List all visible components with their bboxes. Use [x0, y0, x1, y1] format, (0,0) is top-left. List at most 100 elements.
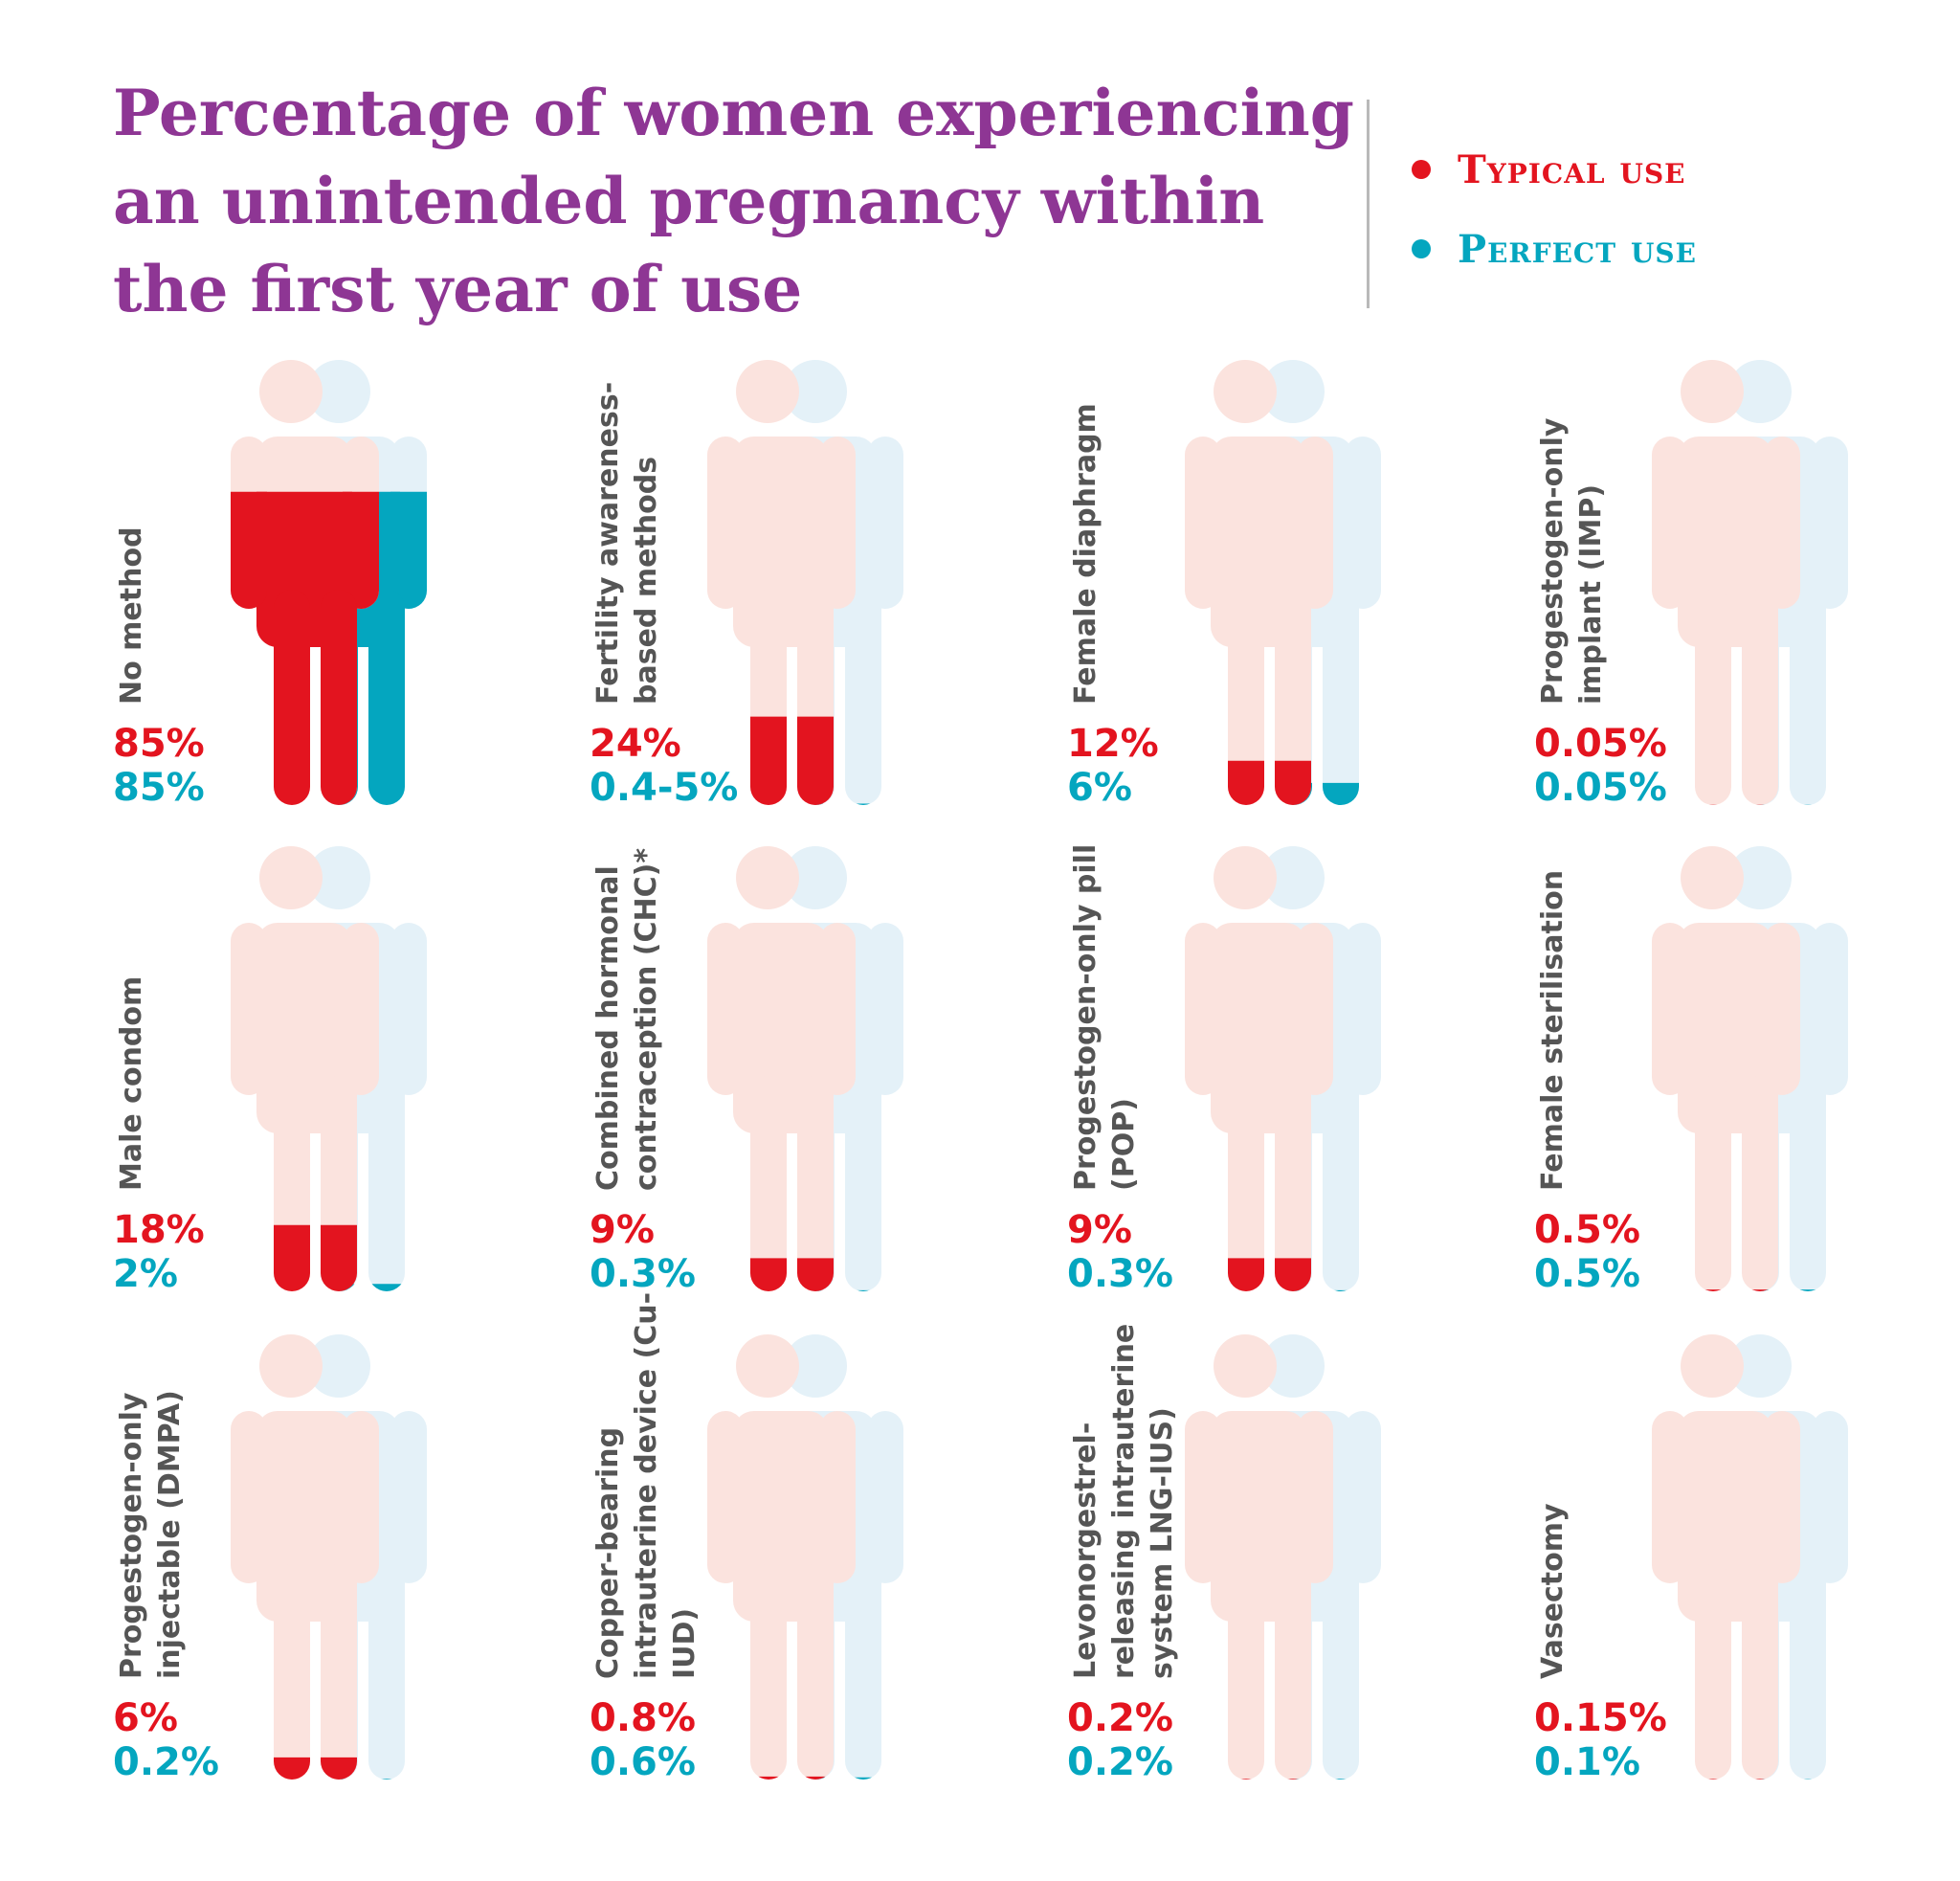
typical-fill-left-leg: [750, 716, 787, 805]
method-label-line: based methods: [630, 456, 663, 705]
perfect-figure-head: [784, 360, 847, 423]
typical-fill-left-leg: [1228, 760, 1264, 805]
perfect-use-value: 85%: [113, 766, 205, 810]
method-label-line: Progestogen-only pill: [1069, 843, 1102, 1191]
perfect-figure-right-leg: [368, 1564, 405, 1780]
typical-figure-right-leg: [1742, 1076, 1778, 1291]
perfect-fill-right-leg: [1323, 782, 1359, 805]
method-label-line: No method: [115, 526, 148, 705]
method-label-line: Fertility awareness-: [591, 381, 625, 705]
typical-use-value: 24%: [590, 722, 681, 766]
typical-fill-left-leg: [1240, 1779, 1252, 1780]
perfect-figure-right-arm: [867, 923, 903, 1095]
figure-pair: [231, 360, 427, 805]
perfect-figure-head: [1728, 360, 1792, 423]
perfect-figure-right-arm: [1812, 1411, 1848, 1583]
typical-figure-left-arm: [707, 1411, 744, 1583]
perfect-use-value: 0.4-5%: [590, 766, 739, 810]
typical-figure-right-arm: [1297, 923, 1333, 1095]
typical-fill-right-leg: [1755, 1779, 1765, 1780]
method-label-line: Copper-bearing: [591, 1426, 625, 1679]
typical-use-value: 6%: [113, 1696, 178, 1740]
typical-use-value: 0.15%: [1534, 1696, 1667, 1740]
legend-dot-perfect: [1412, 239, 1431, 258]
method-label: Fertility awareness-based methods: [590, 382, 666, 705]
typical-fill-left-leg: [274, 590, 310, 805]
typical-use-fill: [274, 1224, 357, 1291]
title-line: an unintended pregnancy within: [113, 164, 1265, 238]
typical-figure-left-leg: [1695, 1564, 1731, 1780]
typical-use-fill: [1240, 1779, 1299, 1780]
perfect-figure-right-arm: [1812, 923, 1848, 1095]
typical-use-figure: [707, 1334, 856, 1780]
perfect-fill-right-leg: [854, 1777, 873, 1780]
typical-fill-right-leg: [1287, 1779, 1299, 1780]
figure-pair: [707, 1334, 903, 1780]
typical-figure-right-leg: [1742, 590, 1778, 805]
typical-figure-head: [1681, 360, 1744, 423]
perfect-figure-right-arm: [390, 923, 427, 1095]
typical-use-fill: [274, 1757, 357, 1780]
perfect-figure-head: [1728, 1334, 1792, 1398]
legend-dot-typical: [1412, 160, 1431, 179]
method-label-line: Progestogen-only: [1536, 417, 1570, 705]
typical-figure-head: [736, 846, 799, 909]
typical-figure-right-arm: [1297, 1411, 1333, 1583]
typical-figure-head: [736, 1334, 799, 1398]
legend-label-typical: Typical use: [1458, 146, 1686, 192]
typical-figure-right-leg: [1275, 1076, 1311, 1291]
typical-figure-right-arm: [1297, 437, 1333, 609]
typical-use-fill: [231, 491, 379, 805]
typical-figure-right-leg: [797, 1564, 834, 1780]
perfect-figure-right-arm: [1345, 437, 1381, 609]
typical-figure-head: [259, 360, 323, 423]
perfect-figure-head: [307, 1334, 370, 1398]
figure-pair: [1652, 1334, 1848, 1780]
typical-use-figure: [1185, 360, 1333, 805]
perfect-figure-right-leg: [1323, 590, 1359, 805]
typical-figure-left-arm: [1185, 437, 1221, 609]
perfect-use-value: 0.5%: [1534, 1252, 1640, 1296]
method-label-line: intrauterine device (Cu-: [630, 1291, 663, 1679]
title-line: Percentage of women experiencing: [113, 76, 1354, 150]
perfect-figure-right-leg: [1790, 1076, 1826, 1291]
typical-figure-right-leg: [1275, 590, 1311, 805]
typical-fill-right-leg: [1275, 760, 1311, 805]
typical-fill-left-leg: [1708, 1779, 1718, 1780]
typical-use-value: 9%: [590, 1208, 655, 1252]
typical-use-fill: [750, 1258, 834, 1291]
perfect-figure-right-leg: [845, 1076, 881, 1291]
perfect-figure-head: [1261, 1334, 1325, 1398]
perfect-use-value: 0.2%: [113, 1740, 219, 1784]
perfect-use-value: 0.1%: [1534, 1740, 1640, 1784]
perfect-figure-right-arm: [867, 437, 903, 609]
typical-use-fill: [758, 1776, 826, 1780]
typical-fill-right-leg: [797, 716, 834, 805]
typical-use-fill: [750, 716, 834, 805]
perfect-fill-right-leg: [368, 590, 405, 805]
typical-fill-right-leg: [797, 1258, 834, 1291]
perfect-use-value: 0.3%: [1067, 1252, 1173, 1296]
typical-figure-left-leg: [1695, 590, 1731, 805]
typical-figure-left-arm: [1185, 1411, 1221, 1583]
typical-fill-left-arm: [231, 491, 267, 609]
method-label-line: Male condom: [115, 975, 148, 1191]
typical-fill-right-leg: [321, 1757, 357, 1780]
typical-figure-left-arm: [1652, 1411, 1688, 1583]
typical-fill-left-leg: [1704, 1289, 1722, 1291]
perfect-figure-head: [784, 846, 847, 909]
typical-figure-head: [1214, 1334, 1277, 1398]
legend-divider: [1367, 100, 1370, 308]
method-label: Vasectomy: [1534, 1503, 1572, 1679]
typical-figure-left-arm: [1652, 437, 1688, 609]
typical-figure-right-leg: [797, 1076, 834, 1291]
method-label-line: Levonorgestrel-: [1069, 1422, 1102, 1679]
typical-use-fill: [1710, 804, 1763, 805]
typical-figure-right-arm: [819, 437, 856, 609]
typical-use-figure: [1652, 846, 1800, 1291]
method-label-line: (POP): [1107, 1098, 1141, 1191]
typical-figure-left-arm: [1652, 923, 1688, 1095]
perfect-fill-right-leg: [1799, 1289, 1816, 1291]
perfect-fill-right-leg: [1805, 804, 1811, 805]
typical-figure-left-arm: [1185, 923, 1221, 1095]
